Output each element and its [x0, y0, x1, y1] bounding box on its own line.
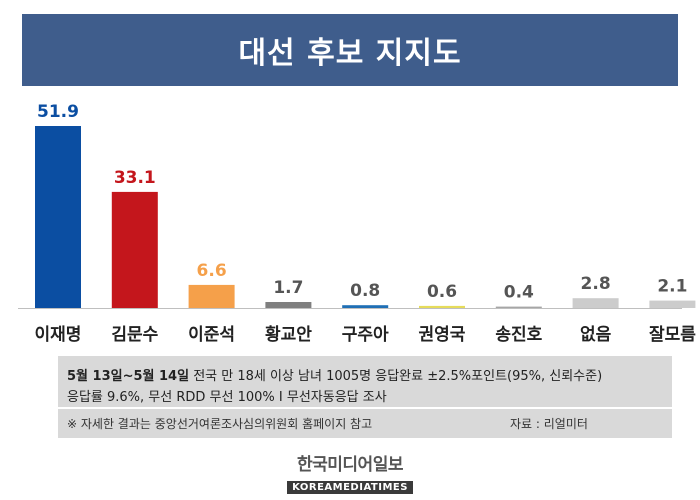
bar-6 [419, 305, 465, 308]
category-label-5: 구주아 [342, 325, 389, 345]
reference-note: ※ 자세한 결과는 중앙선거여론조사심의위원회 홈페이지 참고 [67, 417, 373, 431]
divider [58, 407, 672, 409]
category-label-4: 황교안 [265, 325, 312, 345]
value-label-3: 6.6 [197, 261, 227, 281]
chart-title: 대선 후보 지지도 [22, 14, 678, 86]
survey-line-1: 5월 13일~5월 14일 전국 만 18세 이상 남녀 1005명 응답완료 … [67, 365, 602, 384]
publisher-logo: 한국미디어일보 KOREAMEDIATIMES [0, 450, 700, 494]
value-label-2: 33.1 [114, 168, 156, 188]
value-label-9: 2.1 [657, 277, 687, 297]
value-label-6: 0.6 [427, 282, 457, 302]
category-label-2: 김문수 [111, 325, 158, 345]
bar-5 [342, 305, 389, 308]
category-label-3: 이준석 [188, 325, 235, 345]
value-label-5: 0.8 [350, 281, 380, 301]
bar-4 [265, 302, 312, 308]
bar-2 [111, 191, 158, 308]
bar-7 [495, 306, 542, 308]
value-label-1: 51.9 [37, 102, 79, 122]
bar-3 [188, 284, 235, 308]
bar-9 [649, 300, 696, 308]
category-label-1: 이재명 [35, 325, 82, 345]
category-label-8: 없음 [580, 325, 612, 345]
logo-english: KOREAMEDIATIMES [287, 481, 413, 494]
value-label-4: 1.7 [273, 278, 303, 298]
survey-dates: 5월 13일~5월 14일 [67, 369, 190, 384]
logo-korean: 한국미디어일보 [297, 455, 403, 475]
survey-info-box: 5월 13일~5월 14일 전국 만 18세 이상 남녀 1005명 응답완료 … [58, 356, 672, 438]
bar-1 [35, 126, 81, 308]
value-label-8: 2.8 [581, 274, 611, 294]
category-label-9: 잘모름 [649, 324, 696, 345]
bar-chart: 51.9 이재명 33.1 김문수 6.6 이준석 1.7 황교안 0.8 구주아 0.6 권영국 0.… [18, 102, 696, 345]
survey-details: 전국 만 18세 이상 남녀 1005명 응답완료 ±2.5%포인트(95%, … [189, 369, 603, 384]
source-credit: 자료 : 리얼미터 [510, 417, 588, 431]
value-label-7: 0.4 [504, 283, 534, 303]
survey-line-2: 응답률 9.6%, 무선 RDD 무선 100% I 무선자동응답 조사 [67, 390, 387, 405]
category-label-6: 권영국 [419, 325, 466, 345]
category-label-7: 송진호 [495, 325, 542, 345]
bar-8 [572, 298, 619, 308]
